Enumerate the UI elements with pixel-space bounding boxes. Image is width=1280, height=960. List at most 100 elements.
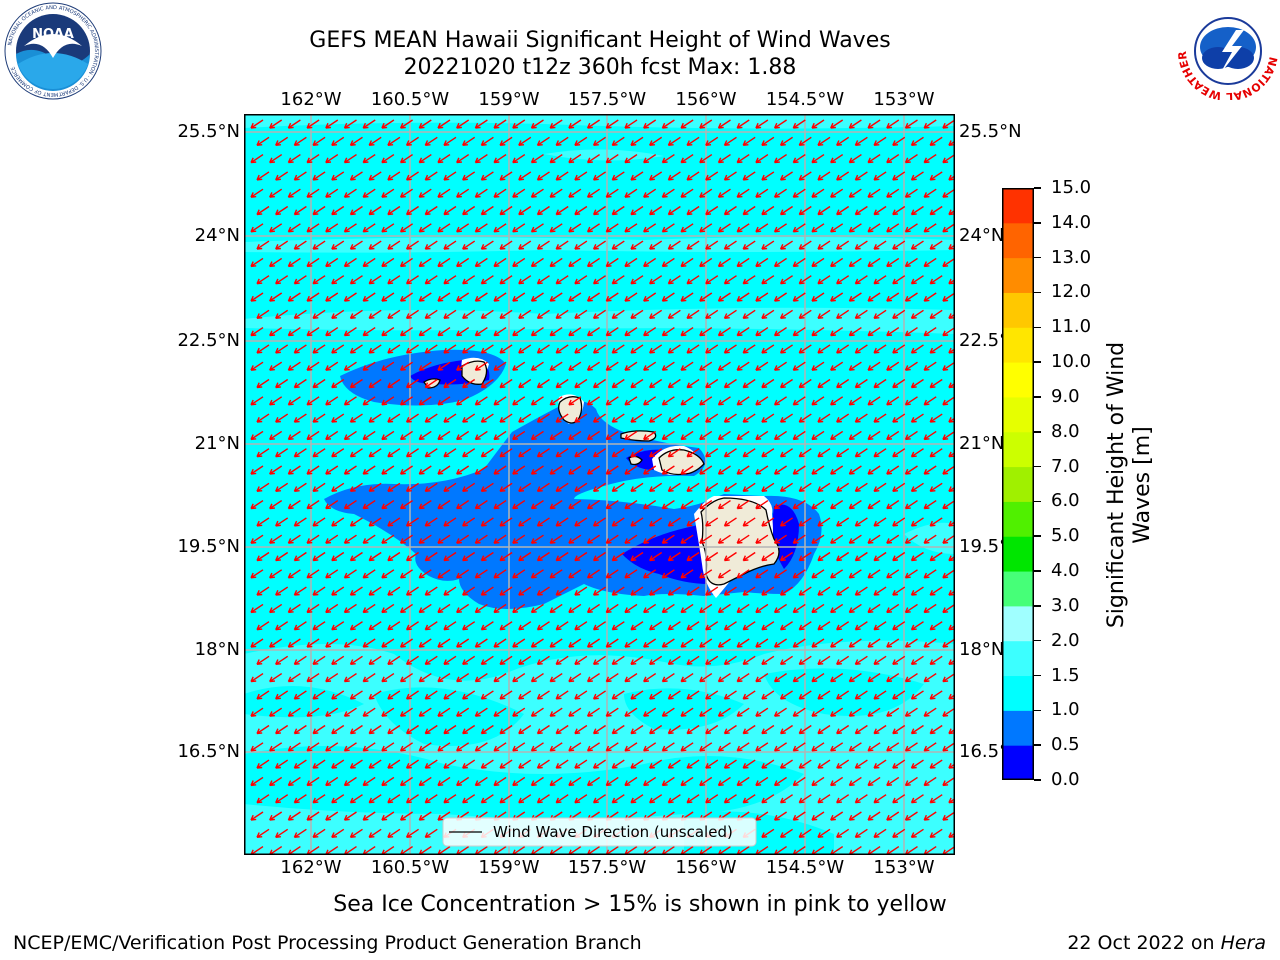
wave-direction-arrow [923,673,937,683]
wave-direction-arrow [437,534,451,544]
wave-direction-arrow [592,205,606,216]
wave-direction-arrow [942,396,954,406]
wave-direction-arrow [792,292,806,302]
wave-direction-arrow [867,569,881,579]
colorbar-swatch [1002,292,1034,328]
wave-direction-arrow [929,344,943,354]
wave-direction-arrow [798,136,812,146]
wave-direction-arrow [480,413,494,423]
wave-direction-arrow [854,482,868,492]
wave-direction-arrow [723,275,737,285]
wave-direction-arrow [686,240,700,250]
wave-direction-arrow [736,638,750,648]
wave-direction-arrow [349,690,363,700]
wave-direction-arrow [250,707,264,717]
wave-direction-arrow [493,188,507,198]
wave-direction-arrow [518,724,532,735]
wave-direction-arrow [649,171,663,181]
wave-direction-arrow [568,569,582,579]
colorbar-tick-label: 8.0 [1051,420,1080,442]
wave-direction-arrow [387,413,401,423]
legend-label: Wind Wave Direction (unscaled) [493,823,733,841]
wave-direction-arrow [836,413,850,423]
wave-direction-arrow [331,690,345,700]
wave-direction-arrow [536,448,550,458]
wave-direction-arrow [549,776,563,787]
wave-direction-arrow [761,517,775,527]
wave-direction-arrow [817,759,831,769]
lon-tick-bottom: 159°W [478,857,540,878]
wave-direction-arrow [948,451,954,458]
wave-direction-arrow [250,154,264,164]
wave-direction-arrow [437,119,451,129]
wave-direction-arrow [624,257,638,268]
wave-direction-arrow [381,154,395,164]
wave-direction-arrow [381,534,395,544]
wave-direction-arrow [817,136,831,146]
wave-direction-arrow [929,586,943,596]
wave-direction-arrow [779,275,793,285]
footer-machine: Hera [1220,932,1266,954]
colorbar-tick-mark [1034,222,1041,224]
wave-direction-arrow [480,690,494,700]
wave-direction-arrow [773,811,787,821]
wave-direction-arrow [667,655,681,665]
wave-direction-arrow [512,188,526,198]
wave-direction-arrow [456,638,470,648]
wave-direction-arrow [405,828,419,838]
wave-direction-arrow [368,517,382,527]
wave-direction-arrow [854,551,868,562]
wave-direction-arrow [443,794,457,804]
wave-direction-arrow [418,188,432,198]
colorbar-tick-label: 2.0 [1051,629,1080,651]
wave-direction-arrow [549,673,563,683]
wave-direction-arrow [892,794,906,804]
wave-direction-arrow [269,430,283,441]
wave-direction-arrow [723,378,737,389]
wave-direction-arrow [387,482,401,492]
wave-direction-arrow [405,240,419,250]
colorbar-tick-label: 6.0 [1051,490,1080,512]
wave-direction-arrow [723,136,737,146]
wave-direction-arrow [443,448,457,458]
wave-direction-arrow [630,586,644,596]
wave-direction-arrow [499,136,513,146]
wave-direction-arrow [443,378,457,389]
wave-direction-arrow [643,776,657,787]
wave-direction-arrow [848,223,862,233]
wave-direction-arrow [362,673,376,683]
wave-direction-arrow [586,742,600,752]
wave-direction-arrow [518,794,532,804]
wave-direction-arrow [536,690,550,700]
wave-direction-arrow [437,707,451,717]
wave-direction-arrow [830,327,844,337]
wave-direction-arrow [424,205,438,216]
wave-direction-arrow [256,171,270,181]
wave-direction-arrow [387,724,401,735]
wave-direction-arrow [611,413,625,423]
wave-direction-arrow [742,551,756,562]
wave-direction-arrow [923,188,937,198]
wave-direction-arrow [649,309,663,319]
colorbar-tick-mark [1034,674,1041,677]
wave-direction-arrow [817,794,831,804]
wave-direction-arrow [437,742,451,752]
wave-direction-arrow [892,621,906,631]
wave-direction-arrow [611,275,625,285]
wave-direction-arrow [873,655,887,665]
colorbar-tick-label: 14.0 [1051,211,1092,233]
wave-direction-arrow [275,690,289,700]
wave-direction-arrow [867,465,881,475]
wave-direction-arrow [686,482,700,492]
wave-direction-arrow [717,673,731,683]
wave-direction-arrow [910,275,924,285]
wave-direction-arrow [399,707,413,717]
wave-direction-arrow [568,465,582,475]
wave-direction-arrow [910,586,924,596]
wave-direction-arrow [854,655,868,665]
wave-direction-arrow [773,257,787,268]
wave-direction-arrow [399,119,413,129]
wave-direction-arrow [437,223,451,233]
wave-direction-arrow [699,154,713,164]
wave-direction-arrow [512,500,526,510]
